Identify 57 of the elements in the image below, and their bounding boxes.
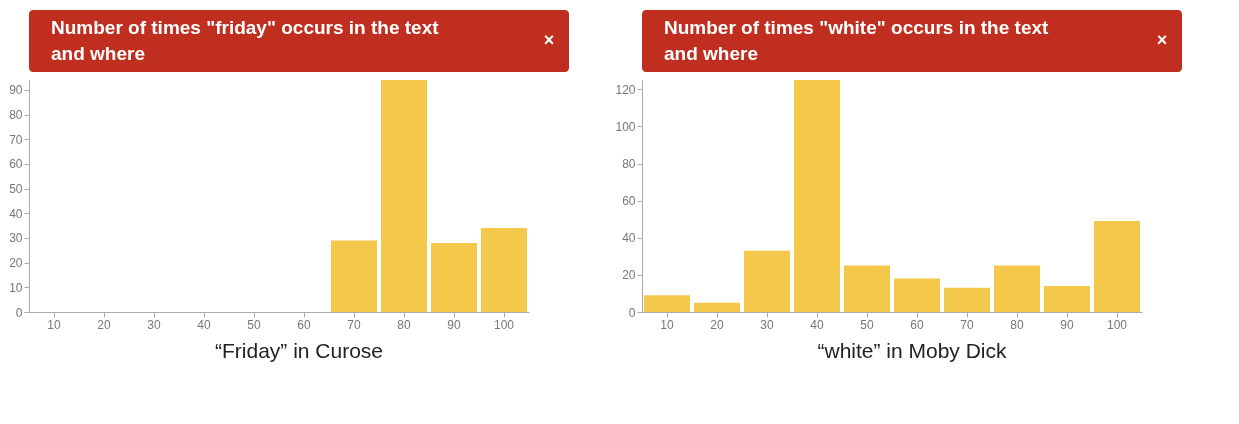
y-tick-label: 100 <box>615 119 636 134</box>
y-tick-label: 40 <box>622 231 636 246</box>
x-tick-label: 90 <box>447 317 461 332</box>
y-tick-label: 20 <box>9 256 23 271</box>
y-tick-label: 80 <box>9 108 23 123</box>
x-tick-label: 20 <box>97 317 111 332</box>
x-tick-label: 60 <box>297 317 311 332</box>
chart-title: Number of times "white" occurs in the text and where <box>664 17 1050 64</box>
y-tick-label: 80 <box>622 157 636 172</box>
x-tick-label: 80 <box>1010 317 1024 332</box>
y-tick-label: 20 <box>622 268 636 283</box>
x-tick-label: 10 <box>660 317 674 332</box>
text: × <box>543 30 555 50</box>
x-tick-label: 70 <box>960 317 974 332</box>
x-tick-label: 30 <box>147 317 161 332</box>
bar <box>1044 286 1090 312</box>
bar <box>794 80 840 312</box>
bar <box>994 265 1040 312</box>
y-tick-label: 70 <box>9 132 23 147</box>
chart-title: Number of times "friday" occurs in the text and where <box>51 17 440 64</box>
bar <box>644 295 690 312</box>
text: × <box>1156 30 1168 50</box>
y-tick-label: 10 <box>9 280 23 295</box>
bar <box>944 287 990 312</box>
bar <box>694 302 740 312</box>
bar <box>1094 221 1140 312</box>
bar <box>431 242 477 312</box>
x-tick-label: 80 <box>397 317 411 332</box>
y-tick-label: 0 <box>15 305 23 320</box>
y-tick-label: 30 <box>9 231 23 246</box>
x-tick-label: 100 <box>493 317 515 332</box>
text: “white” in Moby Dick <box>817 339 1008 362</box>
x-tick-label: 30 <box>760 317 774 332</box>
bar <box>894 278 940 312</box>
bar <box>481 228 527 312</box>
y-tick-label: 0 <box>628 305 636 320</box>
bar <box>744 250 790 312</box>
y-tick-label: 40 <box>9 206 23 221</box>
y-tick-label: 60 <box>9 157 23 172</box>
x-tick-label: 50 <box>247 317 261 332</box>
x-tick-label: 90 <box>1060 317 1074 332</box>
x-tick-label: 100 <box>1106 317 1128 332</box>
bar <box>331 240 377 312</box>
bar <box>381 80 427 312</box>
bar <box>844 265 890 312</box>
x-tick-label: 10 <box>47 317 61 332</box>
x-tick-label: 40 <box>810 317 824 332</box>
y-tick-label: 60 <box>622 194 636 209</box>
x-tick-label: 40 <box>197 317 211 332</box>
x-tick-label: 60 <box>910 317 924 332</box>
x-tick-label: 50 <box>860 317 874 332</box>
x-tick-label: 70 <box>347 317 361 332</box>
text: “Friday” in Curose <box>214 339 384 362</box>
y-tick-label: 50 <box>9 182 23 197</box>
y-tick-label: 120 <box>615 82 636 97</box>
x-tick-label: 20 <box>710 317 724 332</box>
y-tick-label: 90 <box>9 83 23 98</box>
